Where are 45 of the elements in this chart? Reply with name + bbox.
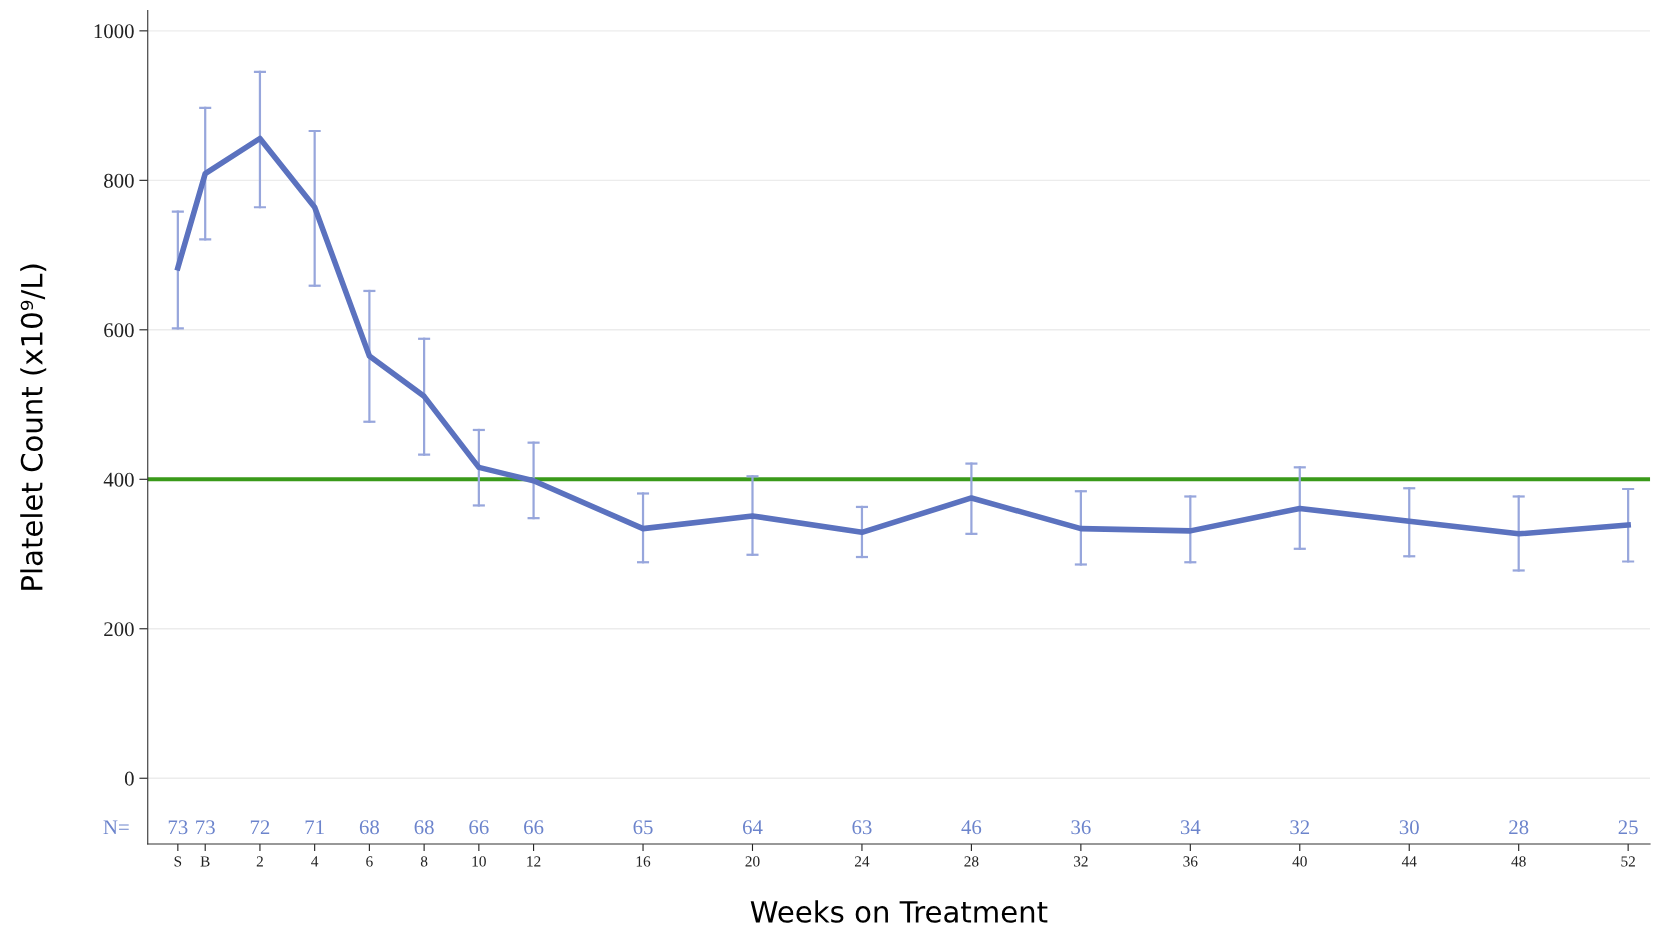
x-tick-label: B — [200, 856, 210, 867]
y-axis-title: Platelet Count (x10⁹/L) — [20, 264, 47, 590]
annotation: 68 — [359, 820, 380, 835]
annotation: 28 — [1509, 820, 1529, 835]
annotation: 73 — [168, 820, 188, 835]
annotation: 71 — [305, 820, 324, 835]
annotation: 73 — [196, 820, 215, 835]
x-tick-label: 2 — [256, 856, 263, 867]
annotation: 32 — [1290, 820, 1310, 835]
x-tick-label: 24 — [854, 856, 870, 867]
x-tick-label: 20 — [745, 856, 760, 867]
x-tick-label: 8 — [420, 856, 428, 867]
x-tick-label: 16 — [636, 856, 651, 867]
x-tick-label: 32 — [1073, 856, 1088, 867]
annotation: 66 — [469, 820, 489, 835]
x-tick-label: 12 — [527, 856, 541, 867]
annotation: 25 — [1618, 820, 1638, 835]
y-tick-label: 0 — [124, 771, 134, 786]
y-tick-label: 200 — [104, 622, 134, 637]
x-tick-label: 48 — [1511, 856, 1526, 867]
x-tick-label: 28 — [964, 856, 979, 867]
y-tick-label: 600 — [104, 323, 134, 338]
annotation: 64 — [742, 820, 763, 835]
annotation: 63 — [852, 820, 872, 835]
annotation: 65 — [633, 820, 653, 835]
x-tick-label: 4 — [311, 856, 319, 867]
annotation: 30 — [1399, 820, 1419, 835]
x-tick-label: 6 — [366, 856, 373, 867]
annotation: 68 — [414, 820, 434, 835]
annotation: 66 — [524, 820, 544, 835]
x-tick-label: 52 — [1621, 856, 1635, 867]
annotation: 36 — [1071, 820, 1091, 835]
x-tick-label: 36 — [1183, 856, 1198, 867]
x-tick-label: 40 — [1292, 856, 1307, 867]
annotation: 34 — [1180, 820, 1201, 835]
x-tick-label: S — [174, 856, 182, 867]
y-tick-label: 400 — [103, 472, 134, 487]
x-axis-title: Weeks on Treatment — [750, 900, 1048, 923]
annotation: 72 — [250, 820, 270, 835]
x-tick-label: 10 — [472, 856, 486, 867]
annotation: 46 — [961, 820, 982, 835]
y-tick-label: 1000 — [94, 24, 134, 39]
y-tick-label: 800 — [104, 173, 134, 188]
x-tick-label: 44 — [1401, 856, 1417, 867]
text: N= — [103, 820, 129, 835]
